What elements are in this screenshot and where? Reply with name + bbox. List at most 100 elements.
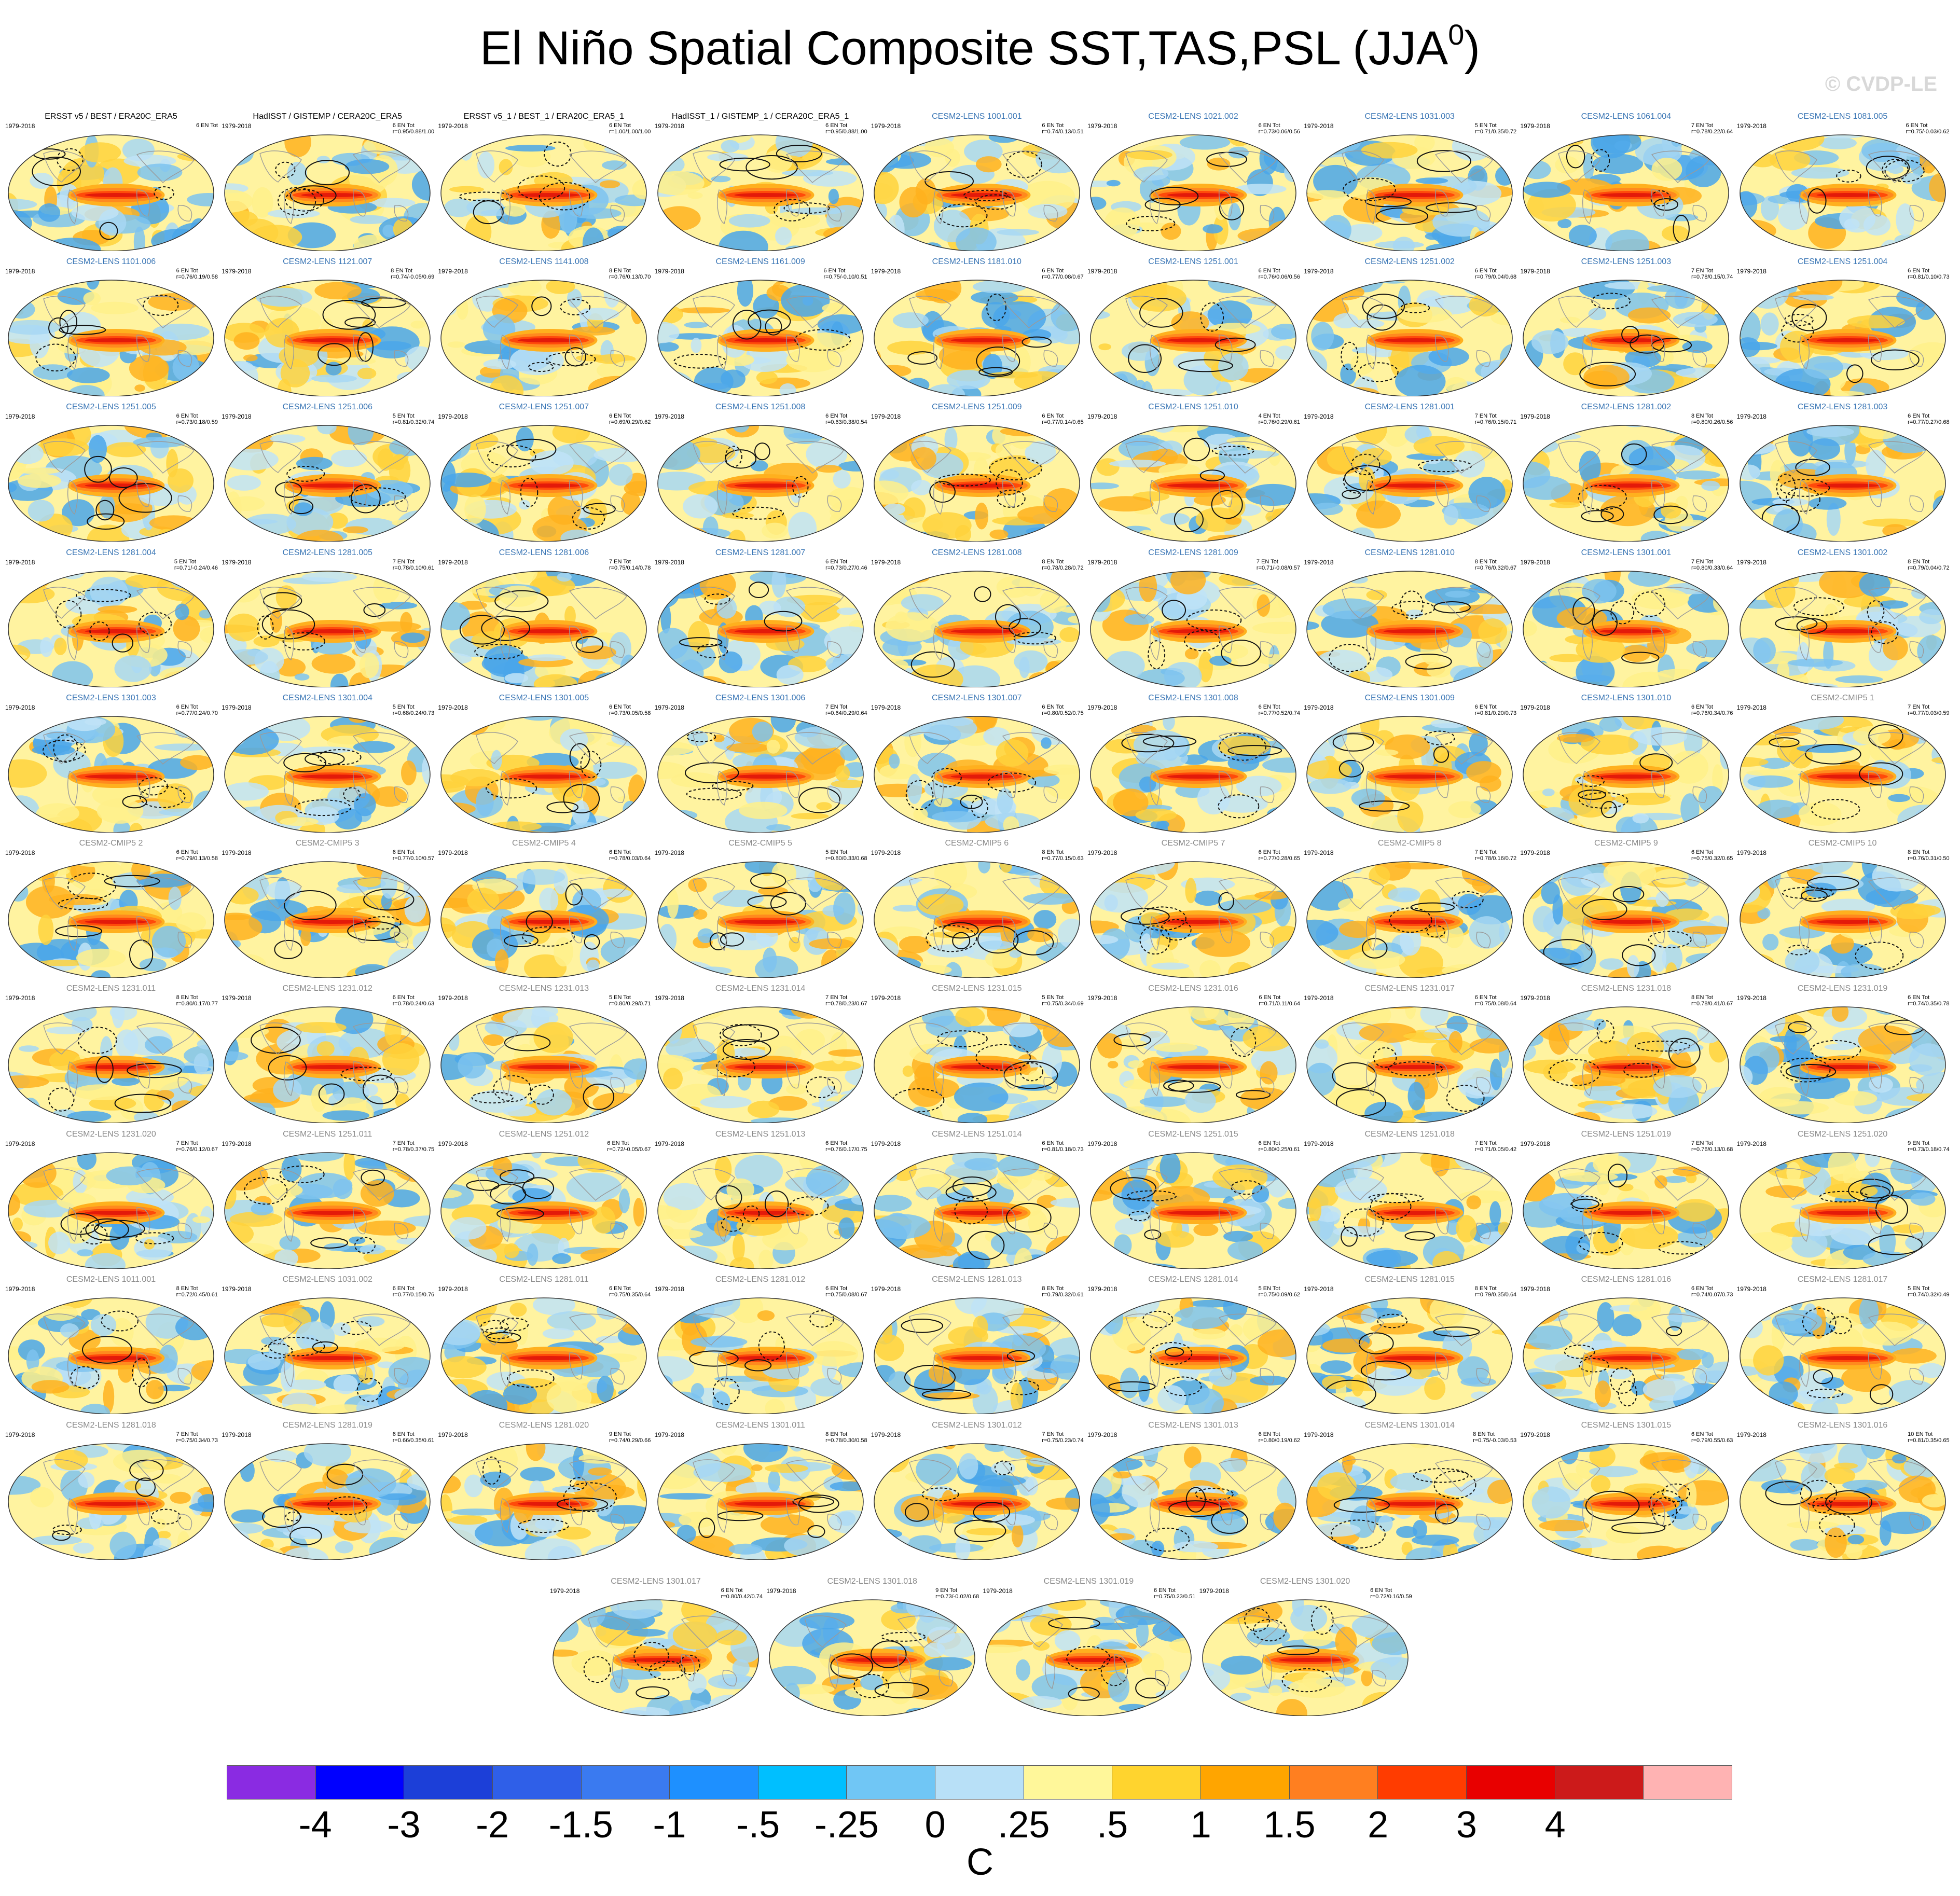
panel-event-count: 6 EN Tot: [1691, 1285, 1713, 1292]
map-panel: CESM2-LENS 1181.010 1979-2018 6 EN Tot r=0.…: [869, 257, 1085, 398]
panel-pattern-correlation: r=0.81/0.10/0.73: [1908, 274, 1950, 280]
panel-event-count: 8 EN Tot: [1042, 849, 1064, 855]
cvdp-watermark: © CVDP-LE: [1825, 73, 1937, 95]
map-54: [1739, 861, 1946, 978]
panel-title: CESM2-LENS 1181.010: [932, 257, 1022, 266]
panel-title: CESM2-LENS 1251.007: [499, 403, 589, 411]
panel-stats: 6 EN Tot r=0.75/0.08/0.64: [1475, 994, 1516, 1007]
map-panel: CESM2-LENS 1301.014 1979-2018 8 EN Tot r=0.…: [1302, 1421, 1517, 1562]
panel-stats: 6 EN Tot r=0.80/0.42/0.74: [721, 1587, 763, 1600]
panel-stats: 9 EN Tot r=0.74/0.29/0.66: [609, 1431, 651, 1444]
panel-pattern-correlation: r=0.73/0.18/0.74: [1908, 1146, 1950, 1153]
panel-period: 1979-2018: [1736, 994, 1766, 1002]
panel-pattern-correlation: r=0.77/0.28/0.65: [1258, 855, 1300, 862]
panel-title: CESM2-LENS 1301.005: [499, 694, 589, 702]
panel-pattern-correlation: r=0.75/-0.10/0.51: [823, 274, 867, 280]
map-72: [1739, 1152, 1946, 1269]
panel-event-count: 6 EN Tot: [609, 849, 631, 855]
colorbar-units: C: [967, 1842, 993, 1883]
panel-pattern-correlation: r=0.75/0.23/0.51: [1153, 1594, 1196, 1600]
map-panel: CESM2-LENS 1281.006 1979-2018 7 EN Tot r=0.…: [436, 548, 652, 689]
map-75: [440, 1297, 647, 1414]
panel-event-count: 8 EN Tot: [825, 1431, 848, 1437]
colorbar-swatch: [315, 1766, 405, 1799]
map-92: [769, 1599, 975, 1716]
map-panel: CESM2-LENS 1301.001 1979-2018 7 EN Tot r=0.…: [1518, 548, 1734, 689]
colorbar-swatch: [1112, 1766, 1202, 1799]
panel-event-count: 7 EN Tot: [609, 559, 631, 565]
map-56: [224, 1006, 431, 1123]
map-12: [440, 280, 647, 396]
map-panel: CESM2-LENS 1231.019 1979-2018 6 EN Tot r=0.…: [1735, 984, 1951, 1125]
panel-period: 1979-2018: [1087, 994, 1117, 1002]
panel-title: CESM2-LENS 1301.004: [282, 694, 372, 702]
panel-stats: 6 EN Tot r=0.76/0.06/0.56: [1259, 268, 1300, 280]
panel-period: 1979-2018: [654, 413, 684, 420]
panel-period: 1979-2018: [1304, 559, 1334, 566]
panel-title: CESM2-CMIP5 5: [728, 839, 792, 848]
panel-period: 1979-2018: [1087, 268, 1117, 275]
panel-period: 1979-2018: [1520, 1285, 1550, 1293]
panel-title: CESM2-LENS 1031.003: [1364, 112, 1455, 121]
panel-stats: 6 EN Tot r=0.79/0.04/0.68: [1475, 268, 1516, 280]
panel-period: 1979-2018: [1087, 704, 1117, 711]
colorbar-swatch: [1024, 1766, 1113, 1799]
panel-period: 1979-2018: [438, 849, 468, 856]
panel-title: CESM2-LENS 1281.012: [715, 1275, 806, 1284]
colorbar-tick-labels: -4 -3 -2 -1.5 -1 -.5 -.25 0 .25 .5 1 1.5 2 3 4: [0, 1804, 1960, 1846]
panel-pattern-correlation: r=0.74/0.13/0.51: [1042, 129, 1084, 135]
colorbar-swatch: [670, 1766, 758, 1799]
panel-event-count: 5 EN Tot: [392, 413, 415, 419]
panel-event-count: 9 EN Tot: [935, 1587, 958, 1594]
panel-pattern-correlation: r=0.74/0.07/0.73: [1691, 1292, 1733, 1298]
panel-event-count: 6 EN Tot: [825, 122, 848, 129]
panel-stats: 6 EN Tot r=0.79/0.55/0.63: [1691, 1431, 1733, 1444]
panel-pattern-correlation: r=0.71/0.35/0.72: [1474, 129, 1517, 135]
map-87: [1090, 1443, 1296, 1560]
map-90: [1739, 1443, 1946, 1560]
panel-title: CESM2-LENS 1301.010: [1581, 694, 1672, 702]
panel-pattern-correlation: r=0.73/0.05/0.58: [609, 710, 651, 716]
panel-title: CESM2-CMIP5 8: [1377, 839, 1442, 848]
panel-pattern-correlation: r=0.73/0.18/0.59: [176, 419, 218, 425]
panel-title: CESM2-LENS 1231.020: [66, 1130, 156, 1139]
map-panel: CESM2-LENS 1281.011 1979-2018 6 EN Tot r=0.…: [436, 1275, 652, 1416]
panel-event-count: 5 EN Tot: [609, 994, 631, 1001]
panel-title: CESM2-LENS 1251.010: [1148, 403, 1238, 411]
panel-pattern-correlation: r=0.76/0.29/0.61: [1258, 419, 1300, 425]
panel-pattern-correlation: r=1.00/1.00/1.00: [609, 129, 651, 135]
panel-title: CESM2-LENS 1231.013: [499, 984, 589, 993]
map-panel: CESM2-CMIP5 1 1979-2018 7 EN Tot r=0.77/0.0…: [1735, 694, 1951, 835]
panel-stats: 6 EN Tot: [196, 122, 218, 129]
panel-pattern-correlation: r=0.66/0.35/0.61: [392, 1437, 435, 1444]
panel-stats: 6 EN Tot r=0.75/0.35/0.64: [609, 1285, 651, 1298]
map-panel: CESM2-CMIP5 9 1979-2018 6 EN Tot r=0.75/0.3…: [1518, 839, 1734, 980]
panel-title: CESM2-LENS 1161.009: [715, 257, 805, 266]
panel-stats: 6 EN Tot r=0.75/0.32/0.65: [1691, 849, 1733, 862]
panel-title: CESM2-LENS 1231.019: [1797, 984, 1888, 993]
panel-event-count: 6 EN Tot: [1258, 1431, 1280, 1437]
panel-title: CESM2-LENS 1301.007: [932, 694, 1022, 702]
panel-period: 1979-2018: [1199, 1587, 1229, 1595]
panel-period: 1979-2018: [5, 704, 35, 711]
panel-event-count: 6 EN Tot: [1258, 849, 1280, 855]
panel-title: CESM2-LENS 1301.020: [1260, 1577, 1350, 1586]
panel-period: 1979-2018: [1087, 413, 1117, 420]
panel-period: 1979-2018: [1304, 1140, 1334, 1147]
map-17: [1523, 280, 1730, 396]
map-panel: CESM2-LENS 1001.001 1979-2018 6 EN Tot r=0.…: [869, 112, 1085, 253]
panel-period: 1979-2018: [222, 122, 252, 130]
panel-pattern-correlation: r=0.78/0.16/0.72: [1474, 855, 1517, 862]
panel-event-count: 8 EN Tot: [1908, 849, 1930, 855]
map-13: [657, 280, 864, 396]
map-panel: CESM2-LENS 1301.003 1979-2018 6 EN Tot r=0.…: [3, 694, 219, 835]
panel-title: CESM2-LENS 1251.013: [715, 1130, 806, 1139]
colorbar: [227, 1765, 1732, 1800]
panel-pattern-correlation: r=0.73/0.27/0.46: [825, 565, 867, 571]
panel-pattern-correlation: r=0.78/0.10/0.61: [392, 565, 435, 571]
map-panel: CESM2-LENS 1281.014 1979-2018 5 EN Tot r=0.…: [1085, 1275, 1301, 1416]
panel-period: 1979-2018: [438, 1140, 468, 1147]
panel-stats: 5 EN Tot r=0.75/0.09/0.62: [1259, 1285, 1300, 1298]
panel-event-count: 6 EN Tot: [1042, 1140, 1064, 1146]
map-82: [8, 1443, 214, 1560]
